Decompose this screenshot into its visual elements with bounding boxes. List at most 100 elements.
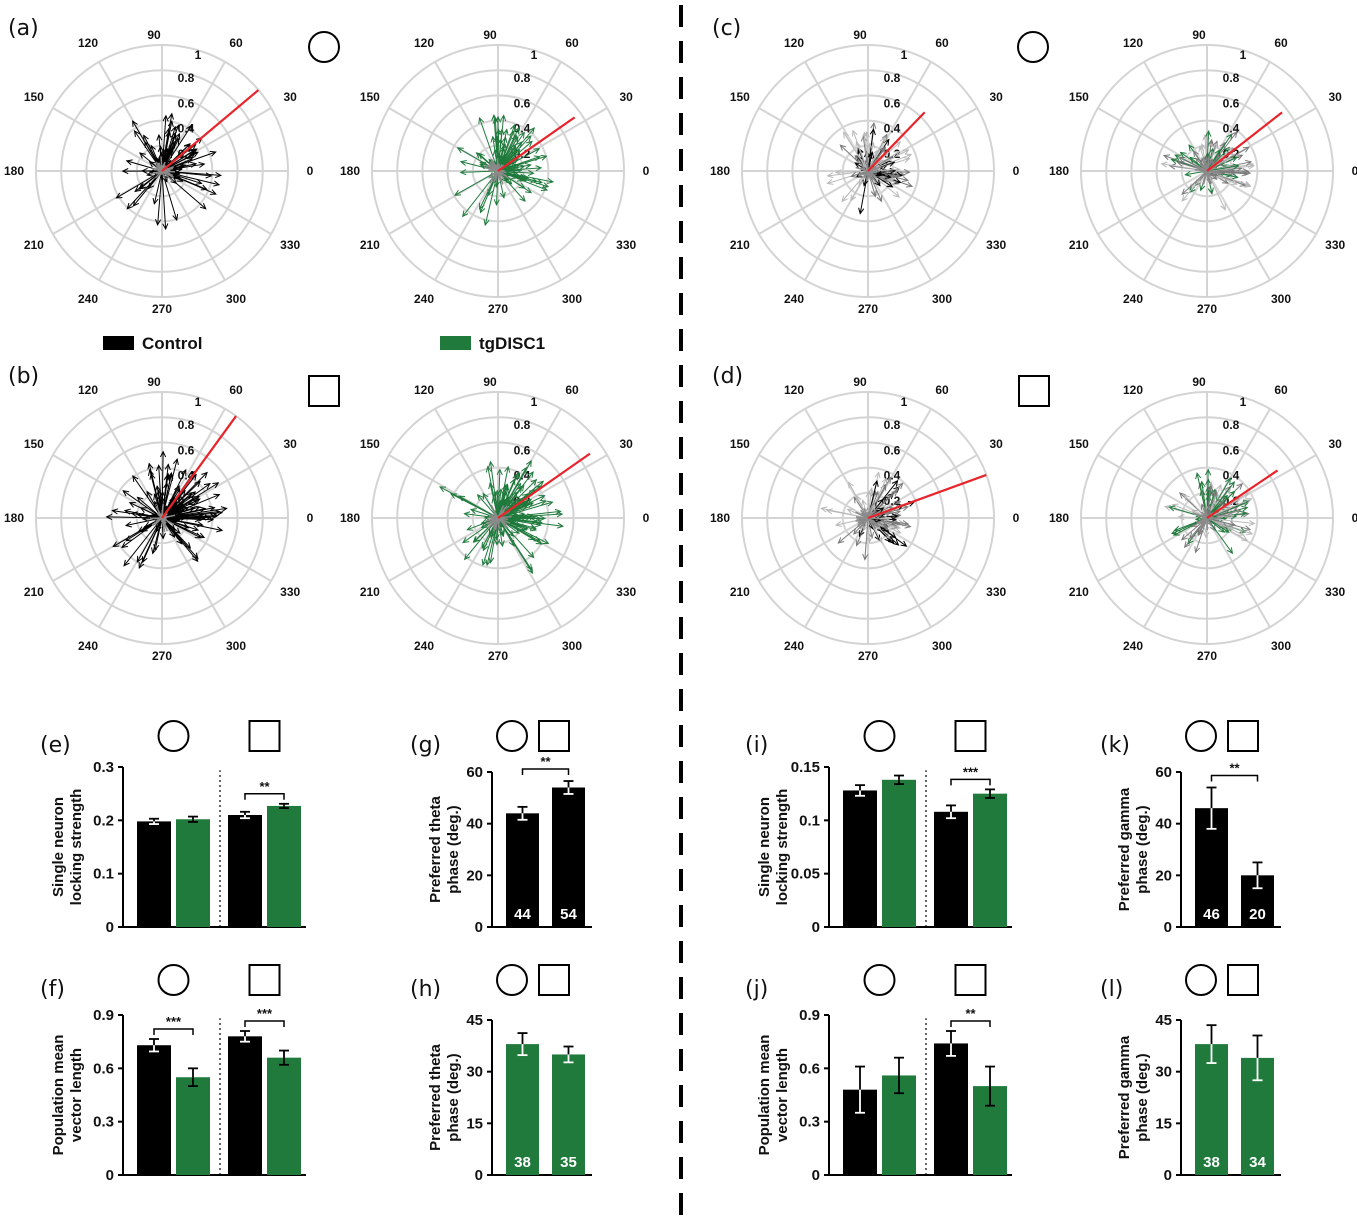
polar-grid-spoke <box>867 61 932 172</box>
phase-vector-arrowhead <box>162 114 169 122</box>
phase-vector-arrowhead <box>876 195 883 203</box>
circle-icon <box>863 964 896 996</box>
phase-vector-arrowhead <box>167 120 174 128</box>
polar-angle-label: 270 <box>1197 302 1217 316</box>
phase-vector-arrowhead <box>488 460 495 468</box>
phase-vector-arrowhead <box>496 468 503 476</box>
phase-vector-arrowhead <box>1192 150 1200 158</box>
polar-angle-label: 150 <box>730 90 750 104</box>
phase-vector-arrowhead <box>149 472 156 480</box>
phase-vector-arrowhead <box>159 532 166 540</box>
phase-vector-arrowhead <box>199 506 207 513</box>
phase-vector-arrow <box>495 517 499 522</box>
y-axis-title: vector length <box>68 1048 85 1142</box>
phase-vector-arrowhead <box>546 177 555 184</box>
phase-vector-arrowhead <box>1244 169 1252 176</box>
mean-vector-line <box>1206 111 1283 172</box>
phase-vector-arrowhead <box>154 484 161 492</box>
phase-vector-arrow <box>1206 490 1217 519</box>
polar-angle-label: 210 <box>360 585 380 599</box>
polar-grid-spoke <box>1097 454 1208 519</box>
phase-vector-arrowhead <box>871 190 877 198</box>
phase-vector-arrow <box>161 514 176 519</box>
phase-vector-arrow <box>1203 517 1208 526</box>
phase-vector-arrowhead <box>537 480 545 487</box>
polar-angle-label: 240 <box>78 292 98 306</box>
polar-angle-label: 60 <box>565 383 579 397</box>
polar-grid-spoke <box>758 517 869 582</box>
bar-control <box>228 1036 262 1175</box>
phase-vector-arrowhead <box>1232 163 1240 170</box>
y-tick-label: 0.15 <box>791 759 820 776</box>
phase-vector-arrow <box>157 170 163 225</box>
phase-vector-arrowhead <box>154 219 162 226</box>
phase-vector-arrowhead <box>479 161 487 168</box>
circle-icon <box>863 720 896 752</box>
phase-vector-arrowhead <box>472 536 480 543</box>
y-tick-label: 0 <box>812 919 820 936</box>
phase-vector-arrowhead <box>176 537 183 545</box>
polar-angle-label: 180 <box>1049 511 1069 525</box>
polar-angle-label: 300 <box>932 292 952 306</box>
phase-vector-arrowhead <box>216 526 224 533</box>
y-tick-label: 20 <box>1155 867 1172 884</box>
phase-vector-arrowhead <box>1245 498 1253 504</box>
bar-count-label: 44 <box>514 906 531 923</box>
bar-tgdisc1 <box>973 793 1007 927</box>
phase-vector-arrowhead <box>527 551 535 559</box>
polar-angle-label: 120 <box>1123 383 1143 397</box>
phase-vector-arrowhead <box>491 496 498 504</box>
phase-vector-arrowhead <box>1163 504 1172 511</box>
phase-vector-arrowhead <box>839 144 847 151</box>
phase-vector-arrowhead <box>1245 159 1253 166</box>
y-tick-label: 15 <box>1155 1115 1172 1132</box>
polar-angle-label: 0 <box>307 511 314 525</box>
phase-vector-arrow <box>138 517 163 569</box>
polar-grid-spoke <box>497 170 608 235</box>
phase-vector-arrowhead <box>210 513 218 520</box>
panel-label-k: (k) <box>1100 733 1130 758</box>
phase-vector-arrowhead <box>1189 156 1197 164</box>
phase-vector-arrow <box>479 117 499 172</box>
phase-vector-arrowhead <box>209 189 217 195</box>
phase-vector-arrowhead <box>174 132 181 140</box>
phase-vector-arrowhead <box>879 504 887 511</box>
circle-icon <box>157 720 190 752</box>
phase-vector-arrowhead <box>825 508 833 515</box>
square-icon <box>954 720 987 752</box>
phase-vector-arrow <box>489 170 499 184</box>
panel-label-b: (b) <box>8 364 39 389</box>
phase-vector-arrow <box>1202 156 1208 172</box>
phase-vector-arrowhead <box>906 181 914 188</box>
phase-vector-arrowhead <box>193 505 201 512</box>
phase-vector-arrowhead <box>159 450 167 458</box>
polar-angle-label: 300 <box>1271 639 1291 653</box>
phase-vector-arrowhead <box>1230 156 1238 163</box>
polar-angle-label: 330 <box>1325 585 1345 599</box>
polar-radius-label: 0.8 <box>1223 418 1240 432</box>
phase-vector-arrowhead <box>178 512 186 519</box>
significance-stars: ** <box>965 1006 976 1021</box>
phase-vector-arrow <box>161 469 187 519</box>
phase-vector-arrowhead <box>1187 537 1194 545</box>
polar-grid-spoke <box>1097 170 1208 235</box>
phase-vector-arrowhead <box>179 163 187 170</box>
phase-vector-arrowhead <box>136 555 143 563</box>
phase-vector-arrowhead <box>483 514 491 521</box>
mean-vector-line <box>497 452 591 519</box>
phase-vector-arrow <box>497 517 543 545</box>
phase-vector-arrowhead <box>132 475 139 482</box>
y-tick-label: 0.3 <box>93 759 114 776</box>
polar-radius-label: 0.4 <box>1223 122 1240 136</box>
phase-vector-arrowhead <box>1183 494 1190 501</box>
phase-vector-arrowhead <box>525 187 533 194</box>
polar-angle-label: 90 <box>1192 375 1206 389</box>
phase-vector-arrow <box>867 170 878 174</box>
phase-vector-arrowhead <box>139 152 146 159</box>
phase-vector-arrowhead <box>873 522 881 529</box>
significance-bracket <box>1210 774 1259 782</box>
polar-angle-label: 270 <box>858 649 878 663</box>
polar-angle-label: 210 <box>24 238 44 252</box>
phase-vector-arrowhead <box>512 136 519 144</box>
phase-vector-arrowhead <box>111 508 119 515</box>
